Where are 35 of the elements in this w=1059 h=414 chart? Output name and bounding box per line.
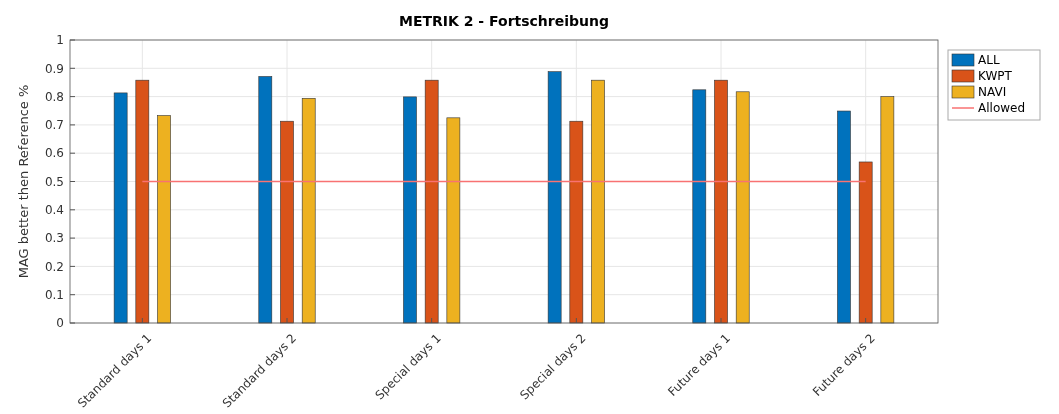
bar <box>280 120 294 324</box>
legend-label: KWPT <box>978 69 1013 84</box>
y-tick-label: 0 <box>56 316 64 331</box>
y-tick-label: 0.6 <box>44 146 64 161</box>
bar <box>714 79 728 324</box>
y-tick-label: 0.3 <box>44 231 64 246</box>
y-tick-label: 0.8 <box>44 89 64 104</box>
bar <box>157 115 171 324</box>
y-tick-label: 0.2 <box>44 259 64 274</box>
bar <box>258 76 273 324</box>
bar <box>301 98 316 324</box>
bar <box>135 79 150 324</box>
y-tick-label: 1 <box>56 33 64 48</box>
y-tick-label: 0.5 <box>44 174 64 189</box>
bar <box>446 117 461 324</box>
legend-label: NAVI <box>978 85 1007 100</box>
bar <box>547 71 562 324</box>
y-axis-title: MAG better then Reference % <box>16 84 31 279</box>
legend-label: ALL <box>978 53 1000 68</box>
bar <box>692 89 707 324</box>
bar <box>858 161 873 324</box>
y-tick-label: 0.4 <box>44 203 64 217</box>
legend-label: Allowed <box>978 101 1026 116</box>
bar <box>837 110 851 324</box>
bar <box>735 91 750 324</box>
y-tick-label: 0.1 <box>44 287 64 302</box>
y-tick-label: 0.9 <box>44 61 64 76</box>
bar <box>880 96 895 324</box>
bar <box>569 120 584 324</box>
bar <box>403 96 417 324</box>
chart-title: METRIK 2 - Fortschreibung <box>398 13 610 29</box>
bar <box>591 79 605 324</box>
y-tick-label: 0.7 <box>44 118 64 133</box>
bar <box>113 92 128 324</box>
bar <box>424 79 439 324</box>
